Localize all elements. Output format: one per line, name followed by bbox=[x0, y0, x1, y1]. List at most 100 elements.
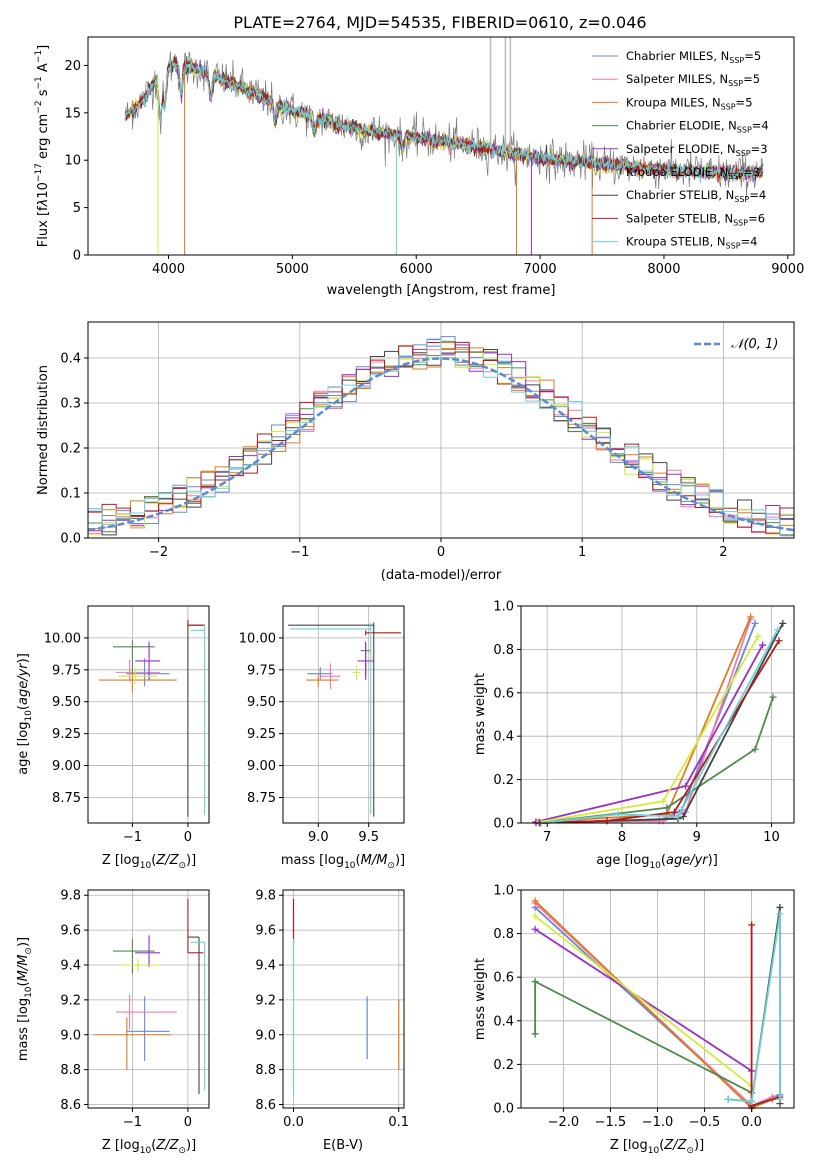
weight-z-point-kroupa-miles bbox=[531, 897, 539, 905]
x-tick-label: 6000 bbox=[400, 262, 433, 277]
y-tick-label: 0.3 bbox=[60, 397, 81, 412]
age-z-x-label: Z [log10(Z/Z⊙)] bbox=[102, 853, 196, 871]
mass-z-axes-frame bbox=[87, 889, 210, 1109]
weight-age-line-kroupa-stelib bbox=[541, 629, 779, 824]
y-tick-label: 9.75 bbox=[247, 663, 276, 678]
y-tick-label: 10.00 bbox=[44, 631, 81, 646]
y-tick-label: 0.0 bbox=[493, 817, 514, 832]
age-mass-axes-frame bbox=[282, 605, 405, 824]
y-tick-label: 20 bbox=[64, 59, 81, 74]
x-tick-label: 7000 bbox=[524, 262, 557, 277]
y-tick-label: 0.4 bbox=[493, 1014, 514, 1029]
gaussian-curve bbox=[87, 357, 795, 532]
weight-z-line-kroupa-elodie bbox=[534, 915, 753, 1108]
x-tick-label: −2.0 bbox=[548, 1115, 580, 1130]
mass-ebv-y-ticks: 8.6 8.8 9.0 9.2 9.4 9.6 9.8 bbox=[255, 889, 283, 1113]
spectrum-y-ticks: 0 5 10 15 20 bbox=[64, 59, 88, 264]
x-tick-label: 2 bbox=[719, 545, 727, 560]
weight-z-plot-area bbox=[531, 897, 784, 1112]
age-mass-x-ticks: 9.0 9.5 bbox=[308, 823, 379, 845]
weight-age-grid bbox=[521, 605, 794, 824]
y-tick-label: 0.0 bbox=[60, 532, 81, 547]
mass-z-x-ticks: −1 0 bbox=[123, 1108, 192, 1130]
weight-age-point-chabrier-miles bbox=[751, 619, 759, 627]
weight-age-line-kroupa-miles bbox=[539, 616, 752, 823]
y-tick-label: 8.75 bbox=[52, 791, 81, 806]
age-z-grid bbox=[88, 606, 209, 823]
y-tick-label: 9.0 bbox=[255, 1028, 276, 1043]
y-tick-label: 9.4 bbox=[255, 958, 276, 973]
y-tick-label: 9.6 bbox=[60, 924, 81, 939]
mass-ebv-grid bbox=[283, 890, 404, 1108]
weight-z-point-chabrier-elodie bbox=[531, 1030, 539, 1038]
weight-age-x-label: age [log10(age/yr)] bbox=[596, 853, 718, 871]
y-tick-label: 0 bbox=[73, 249, 81, 264]
age-z-x-ticks: −1 0 bbox=[123, 823, 192, 845]
weight-z-line-salpeter-stelib bbox=[750, 924, 781, 1108]
age-mass-plot-area bbox=[288, 622, 401, 817]
x-tick-label: −1 bbox=[123, 1115, 142, 1130]
x-tick-label: 7 bbox=[543, 830, 551, 845]
mass-z-y-ticks: 8.6 8.8 9.0 9.2 9.4 9.6 9.8 bbox=[60, 889, 88, 1113]
histogram-plot-area bbox=[87, 336, 795, 537]
spectrum-title: PLATE=2764, MJD=54535, FIBERID=0610, z=0… bbox=[233, 13, 646, 32]
x-tick-label: 9 bbox=[693, 830, 701, 845]
weight-age-plot-area bbox=[532, 613, 787, 827]
weight-z-line-kroupa-miles bbox=[534, 900, 773, 1110]
mass-z-y-label: mass [log10(M/M⊙)] bbox=[16, 937, 34, 1061]
y-tick-label: 9.50 bbox=[247, 695, 276, 710]
weight-age-point-kroupa-stelib bbox=[674, 812, 682, 820]
weight-z-point-kroupa-elodie bbox=[531, 912, 539, 920]
weight-z-point-salpeter-stelib bbox=[748, 921, 756, 929]
weight-age-line-salpeter-stelib bbox=[539, 640, 780, 824]
weight-age-x-ticks: 7 8 9 10 bbox=[543, 823, 780, 845]
age-mass-y-ticks: 8.75 9.00 9.25 9.50 9.75 10.00 bbox=[239, 631, 283, 806]
weight-z-y-ticks: 0.0 0.2 0.4 0.6 0.8 1.0 bbox=[493, 884, 521, 1117]
weight-z-point-chabrier-elodie bbox=[531, 978, 539, 986]
weight-z-x-label: Z [log10(Z/Z⊙)] bbox=[610, 1138, 704, 1156]
age-z-plot-area bbox=[99, 620, 206, 817]
x-tick-label: 0 bbox=[184, 830, 192, 845]
weight-age-point-chabrier-stelib bbox=[779, 619, 787, 627]
y-tick-label: 8.6 bbox=[255, 1098, 276, 1113]
residual-histogram-kroupa-stelib bbox=[88, 338, 794, 537]
x-tick-label: −1.0 bbox=[642, 1115, 674, 1130]
residual-histogram-chabrier-stelib bbox=[88, 349, 794, 536]
weight-z-point-kroupa-stelib bbox=[776, 1095, 784, 1103]
y-tick-label: 8.8 bbox=[255, 1063, 276, 1078]
x-tick-label: −1.5 bbox=[595, 1115, 627, 1130]
y-tick-label: 9.0 bbox=[60, 1028, 81, 1043]
legend-entry-kroupa-elodie: Kroupa ELODIE, NSSP=3 bbox=[626, 165, 760, 181]
age-z-y-ticks: 8.75 9.00 9.25 9.50 9.75 10.00 bbox=[44, 631, 88, 806]
y-tick-label: 1.0 bbox=[493, 600, 514, 615]
x-tick-label: 10 bbox=[763, 830, 780, 845]
legend-entry-chabrier-stelib: Chabrier STELIB, NSSP=4 bbox=[626, 188, 766, 204]
weight-age-point-salpeter-elodie bbox=[759, 641, 767, 649]
gaussian-legend-label: 𝒩(0, 1) bbox=[731, 337, 778, 352]
y-tick-label: 9.2 bbox=[60, 993, 81, 1008]
legend-entry-kroupa-stelib: Kroupa STELIB, NSSP=4 bbox=[626, 235, 758, 251]
histogram-x-ticks: −2 −1 0 1 2 bbox=[149, 538, 728, 560]
y-tick-label: 9.4 bbox=[60, 958, 81, 973]
legend-entry-kroupa-miles: Kroupa MILES, NSSP=5 bbox=[626, 95, 753, 111]
x-tick-label: −2 bbox=[149, 545, 168, 560]
weight-age-point-salpeter-stelib bbox=[775, 637, 783, 645]
weight-age-line-salpeter-elodie bbox=[535, 644, 764, 823]
spectrum-legend: Chabrier MILES, NSSP=5 Salpeter MILES, NS… bbox=[592, 49, 769, 251]
y-tick-label: 9.8 bbox=[255, 889, 276, 904]
mass-z-grid bbox=[88, 890, 209, 1108]
model-spectrum-kroupa-stelib bbox=[124, 57, 764, 183]
mass-z-x-label: Z [log10(Z/Z⊙)] bbox=[102, 1138, 196, 1156]
y-tick-label: 5 bbox=[73, 201, 81, 216]
x-tick-label: 0.0 bbox=[283, 1115, 304, 1130]
y-tick-label: 0.8 bbox=[493, 927, 514, 942]
age-z-y-label: age [log10(age/yr)] bbox=[16, 653, 34, 775]
x-tick-label: 9000 bbox=[771, 262, 804, 277]
y-tick-label: 9.50 bbox=[52, 695, 81, 710]
y-tick-label: 1.0 bbox=[493, 884, 514, 899]
weight-age-line-chabrier-stelib bbox=[539, 622, 784, 824]
x-tick-label: 0.1 bbox=[388, 1115, 409, 1130]
spectrum-axes-frame bbox=[87, 36, 795, 256]
spectrum-x-label: wavelength [Angstrom, rest frame] bbox=[327, 283, 556, 298]
age-mass-grid bbox=[283, 606, 404, 823]
